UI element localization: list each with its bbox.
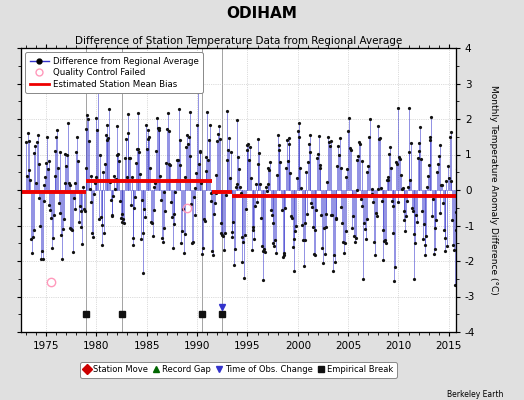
Title: Difference of Station Temperature Data from Regional Average: Difference of Station Temperature Data f…	[75, 36, 402, 46]
Y-axis label: Monthly Temperature Anomaly Difference (°C): Monthly Temperature Anomaly Difference (…	[489, 85, 498, 295]
Text: ODIHAM: ODIHAM	[226, 6, 298, 21]
Text: Berkeley Earth: Berkeley Earth	[446, 390, 503, 399]
Legend: Station Move, Record Gap, Time of Obs. Change, Empirical Break: Station Move, Record Gap, Time of Obs. C…	[80, 362, 397, 378]
